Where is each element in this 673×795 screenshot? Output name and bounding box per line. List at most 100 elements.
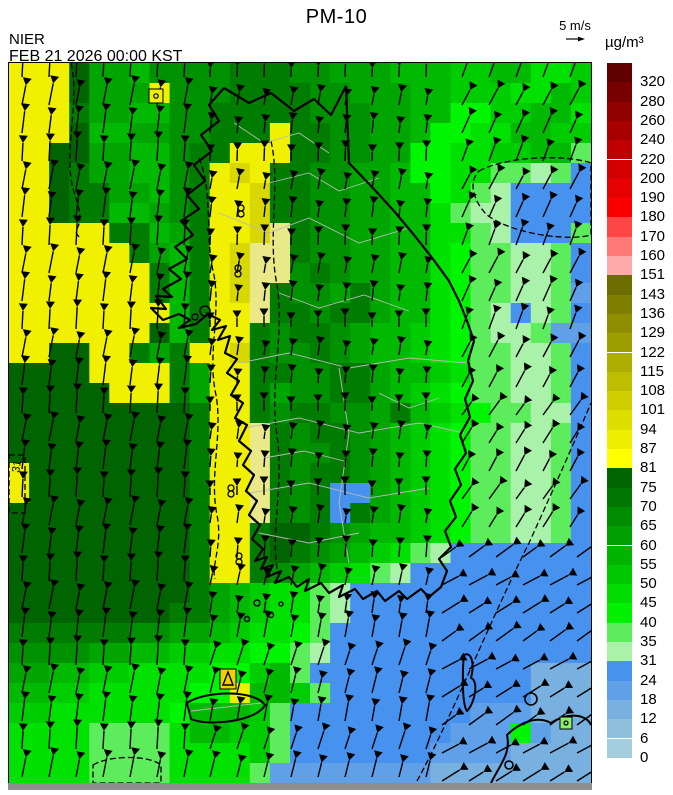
grid-cell bbox=[550, 123, 592, 144]
grid-cell bbox=[450, 483, 472, 504]
wind-arrow bbox=[395, 537, 405, 558]
wind-arrow bbox=[290, 614, 300, 638]
wind-arrow bbox=[343, 255, 353, 274]
wind-arrow bbox=[289, 254, 299, 274]
colorbar-swatch bbox=[607, 140, 632, 160]
colorbar-swatch bbox=[607, 699, 632, 720]
grid-cell bbox=[570, 463, 592, 484]
contour-line bbox=[69, 62, 82, 240]
grid-cell bbox=[249, 243, 291, 264]
wind-arrow bbox=[398, 696, 408, 722]
grid-cell bbox=[269, 163, 311, 184]
wind-arrow bbox=[102, 187, 112, 218]
grid-cell bbox=[430, 463, 451, 484]
grid-cell bbox=[189, 423, 211, 444]
wind-arrow bbox=[423, 198, 433, 218]
wind-arrow bbox=[262, 87, 272, 106]
wind-arrow bbox=[263, 752, 275, 778]
wind-arrow bbox=[102, 355, 112, 386]
grid-cell bbox=[370, 543, 391, 564]
wind-arrow bbox=[317, 754, 328, 778]
grid-cell bbox=[470, 283, 512, 304]
wind-arrow bbox=[395, 142, 405, 162]
wind-arrow bbox=[74, 609, 84, 638]
grid-cell bbox=[290, 683, 311, 704]
wind-arrow bbox=[461, 449, 477, 472]
grid-cell bbox=[129, 63, 150, 84]
wind-arrow bbox=[441, 762, 469, 782]
pm-concentration-grid bbox=[9, 63, 632, 784]
grid-cell bbox=[209, 543, 251, 564]
wind-arrow bbox=[102, 749, 113, 778]
wind-arrow bbox=[368, 448, 378, 468]
wind-arrow bbox=[21, 161, 32, 190]
grid-cell bbox=[430, 763, 592, 784]
wind-arrow bbox=[549, 537, 575, 558]
wind-arrow bbox=[488, 448, 505, 472]
grid-cell bbox=[89, 163, 130, 184]
small-island bbox=[504, 760, 514, 770]
wind-arrow bbox=[21, 497, 32, 526]
wind-arrow bbox=[342, 198, 352, 218]
colorbar-swatch bbox=[607, 429, 632, 449]
wind-arrow bbox=[129, 75, 141, 106]
grid-cell bbox=[249, 323, 271, 344]
grid-cell bbox=[570, 303, 592, 324]
grid-cell bbox=[290, 283, 331, 304]
grid-cell bbox=[450, 183, 472, 204]
wind-arrow bbox=[396, 595, 406, 614]
wind-arrow bbox=[569, 79, 587, 106]
contour-value-label: 31 bbox=[10, 459, 24, 473]
grid-cell bbox=[209, 183, 251, 204]
grid-cell bbox=[189, 503, 211, 524]
colorbar-tick-label: 81 bbox=[640, 459, 657, 477]
grid-cell bbox=[330, 343, 351, 364]
wind-arrow bbox=[47, 527, 57, 554]
wind-arrow bbox=[313, 394, 323, 411]
grid-cell bbox=[249, 203, 271, 224]
grid-cell bbox=[269, 543, 291, 564]
colorbar-tick-label: 55 bbox=[640, 555, 657, 573]
colorbar-tick-label: 50 bbox=[640, 575, 657, 593]
wind-arrow bbox=[128, 695, 138, 722]
wind-reference-arrow-icon bbox=[566, 36, 585, 42]
wind-arrow bbox=[259, 392, 269, 411]
grid-cell bbox=[229, 343, 251, 364]
grid-cell bbox=[169, 763, 251, 784]
grid-cell bbox=[9, 143, 50, 164]
wind-arrow bbox=[515, 83, 531, 106]
wind-arrow bbox=[183, 665, 194, 694]
grid-cell bbox=[390, 543, 411, 564]
wind-arrow bbox=[488, 194, 503, 218]
wind-arrow bbox=[261, 114, 271, 134]
grid-cell bbox=[570, 143, 592, 164]
wind-arrow bbox=[342, 114, 352, 134]
grid-cell bbox=[69, 103, 90, 124]
wind-arrow bbox=[441, 538, 465, 558]
map-canvas: 31 bbox=[8, 47, 632, 784]
wind-arrow bbox=[155, 357, 165, 386]
grid-cell bbox=[510, 443, 552, 464]
wind-arrow bbox=[461, 138, 474, 162]
colorbar-tick-label: 160 bbox=[640, 247, 666, 264]
wind-arrow bbox=[126, 217, 136, 246]
grid-cell bbox=[350, 343, 371, 364]
wind-arrow bbox=[371, 640, 384, 666]
grid-cell bbox=[550, 483, 572, 504]
grid-cell bbox=[470, 363, 512, 384]
wind-arrow bbox=[263, 566, 273, 586]
colorbar-swatch bbox=[607, 63, 632, 83]
wind-arrow bbox=[233, 537, 243, 558]
wind-arrow bbox=[316, 420, 326, 440]
grid-cell bbox=[390, 423, 411, 444]
wind-arrow bbox=[233, 452, 243, 468]
wind-arrow bbox=[542, 477, 561, 500]
grid-cell bbox=[129, 623, 170, 644]
wind-arrow bbox=[209, 698, 219, 722]
wind-arrow bbox=[515, 251, 531, 274]
wind-arrow bbox=[234, 116, 244, 134]
colorbar-tick-label: 87 bbox=[640, 440, 657, 457]
small-island bbox=[278, 601, 284, 607]
wind-arrow bbox=[317, 612, 327, 638]
wind-arrow bbox=[317, 563, 327, 586]
